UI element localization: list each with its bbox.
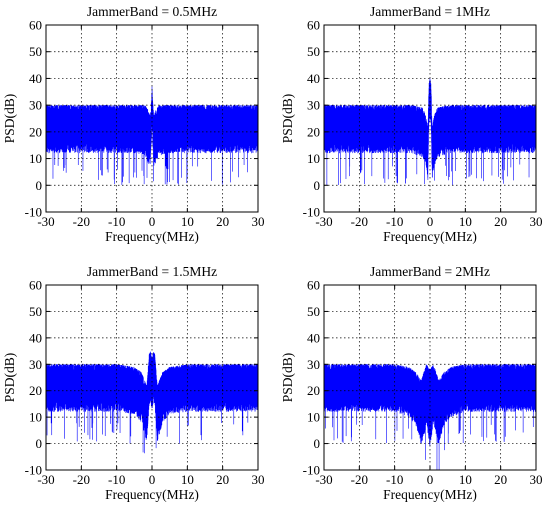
x-tick-label: 0 bbox=[149, 214, 156, 229]
x-tick-label: -30 bbox=[315, 214, 332, 229]
x-tick-label: 10 bbox=[459, 472, 472, 487]
y-tick-label: 40 bbox=[307, 330, 320, 345]
y-tick-label: 0 bbox=[314, 178, 321, 193]
y-tick-label: 40 bbox=[307, 71, 320, 86]
y-tick-label: 20 bbox=[307, 124, 320, 139]
x-axis-label: Frequency(MHz) bbox=[383, 229, 477, 244]
y-tick-label: 50 bbox=[307, 44, 320, 59]
y-tick-label: 60 bbox=[307, 18, 320, 33]
x-tick-label: 0 bbox=[427, 214, 434, 229]
x-tick-label: 10 bbox=[181, 214, 194, 229]
y-tick-label: 20 bbox=[29, 124, 42, 139]
y-tick-label: 10 bbox=[307, 151, 320, 166]
y-tick-label: 40 bbox=[29, 330, 42, 345]
x-tick-label: -30 bbox=[37, 472, 54, 487]
x-tick-label: 30 bbox=[252, 214, 265, 229]
chart-title: JammerBand = 1.5MHz bbox=[87, 264, 217, 279]
chart-panel-4: -30 -20 -10 0 10 20 30 -10 0 10 20 30 40 50 60 JammerBa… bbox=[280, 264, 543, 502]
y-tick-label: 10 bbox=[29, 410, 42, 425]
x-tick-label: -20 bbox=[73, 472, 90, 487]
y-axis-label: PSD(dB) bbox=[2, 353, 17, 403]
y-tick-label: 20 bbox=[29, 383, 42, 398]
x-tick-label: 10 bbox=[181, 472, 194, 487]
x-tick-label: 20 bbox=[216, 214, 229, 229]
chart-title: JammerBand = 1MHz bbox=[370, 4, 490, 19]
y-tick-label: -10 bbox=[303, 205, 320, 220]
x-tick-label: 0 bbox=[427, 472, 434, 487]
y-tick-label: 10 bbox=[29, 151, 42, 166]
y-tick-label: 60 bbox=[29, 278, 42, 293]
y-tick-label: 50 bbox=[307, 304, 320, 319]
y-axis-label: PSD(dB) bbox=[280, 353, 295, 403]
x-tick-label: -10 bbox=[108, 472, 125, 487]
x-tick-label: -20 bbox=[351, 472, 368, 487]
y-tick-label: 30 bbox=[29, 357, 42, 372]
y-tick-label: 50 bbox=[29, 304, 42, 319]
y-tick-label: 60 bbox=[29, 18, 42, 33]
y-tick-label: 40 bbox=[29, 71, 42, 86]
x-tick-label: -10 bbox=[386, 472, 403, 487]
x-tick-label: 30 bbox=[530, 472, 543, 487]
y-tick-label: 30 bbox=[307, 98, 320, 113]
series-group bbox=[46, 351, 258, 454]
x-axis-label: Frequency(MHz) bbox=[105, 229, 199, 244]
x-tick-label: -30 bbox=[315, 472, 332, 487]
y-tick-label: 50 bbox=[29, 44, 42, 59]
chart-panel-1: -30 -20 -10 0 10 20 30 -10 0 10 20 30 40 50 60 JammerBa… bbox=[2, 4, 265, 244]
x-tick-label: -20 bbox=[73, 214, 90, 229]
x-axis-label: Frequency(MHz) bbox=[105, 487, 199, 502]
y-tick-label: -10 bbox=[25, 205, 42, 220]
y-tick-label: 30 bbox=[307, 357, 320, 372]
y-tick-label: 0 bbox=[314, 436, 321, 451]
chart-panel-3: -30 -20 -10 0 10 20 30 -10 0 10 20 30 40 50 60 JammerBa… bbox=[2, 264, 265, 502]
series-line-1 bbox=[324, 78, 536, 186]
x-tick-label: 30 bbox=[252, 472, 265, 487]
chart-title: JammerBand = 0.5MHz bbox=[87, 4, 217, 19]
y-tick-label: 10 bbox=[307, 410, 320, 425]
y-tick-label: -10 bbox=[303, 463, 320, 478]
x-tick-label: -10 bbox=[108, 214, 125, 229]
x-axis-label: Frequency(MHz) bbox=[383, 487, 477, 502]
x-tick-label: 20 bbox=[494, 214, 507, 229]
y-axis-label: PSD(dB) bbox=[280, 94, 295, 144]
y-tick-label: 30 bbox=[29, 98, 42, 113]
y-axis-label: PSD(dB) bbox=[2, 94, 17, 144]
x-tick-label: 20 bbox=[216, 472, 229, 487]
x-tick-label: -10 bbox=[386, 214, 403, 229]
series-group bbox=[324, 78, 536, 186]
x-tick-label: 20 bbox=[494, 472, 507, 487]
x-tick-label: 10 bbox=[459, 214, 472, 229]
y-tick-label: 0 bbox=[36, 178, 43, 193]
x-tick-label: -30 bbox=[37, 214, 54, 229]
y-tick-label: 60 bbox=[307, 278, 320, 293]
series-line-1 bbox=[46, 351, 258, 454]
chart-panel-2: -30 -20 -10 0 10 20 30 -10 0 10 20 30 40 50 60 JammerBa… bbox=[280, 4, 543, 244]
x-tick-label: -20 bbox=[351, 214, 368, 229]
y-tick-label: 20 bbox=[307, 383, 320, 398]
y-tick-label: 0 bbox=[36, 436, 43, 451]
x-tick-label: 30 bbox=[530, 214, 543, 229]
x-tick-label: 0 bbox=[149, 472, 156, 487]
chart-title: JammerBand = 2MHz bbox=[370, 264, 490, 279]
y-tick-label: -10 bbox=[25, 463, 42, 478]
